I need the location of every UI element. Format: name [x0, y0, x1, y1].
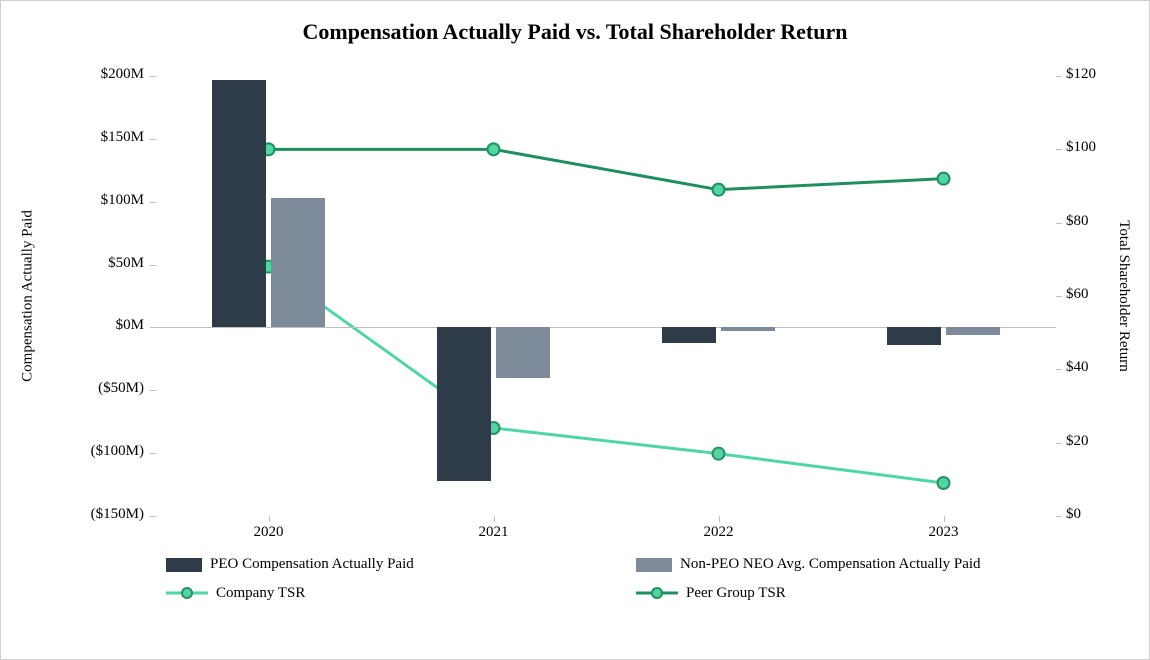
y-left-tick-label: $0M	[116, 317, 144, 334]
y-axis-right-title: Total Shareholder Return	[1115, 220, 1132, 371]
y-right-tick-label: $100	[1066, 139, 1096, 156]
y-left-tick	[150, 202, 156, 203]
line-series	[269, 267, 944, 483]
x-tick	[944, 516, 945, 522]
y-left-tick	[150, 76, 156, 77]
x-tick-label: 2022	[704, 524, 734, 541]
y-right-tick	[1056, 76, 1062, 77]
y-left-tick	[150, 516, 156, 517]
y-left-tick	[150, 453, 156, 454]
legend: PEO Compensation Actually Paid Non-PEO NE…	[166, 556, 1046, 603]
legend-item: Company TSR	[166, 583, 576, 603]
bar	[946, 327, 1000, 335]
bar	[887, 327, 941, 345]
y-left-tick	[150, 265, 156, 266]
y-right-tick	[1056, 296, 1062, 297]
y-left-tick	[150, 327, 156, 328]
y-right-tick	[1056, 369, 1062, 370]
line-marker	[713, 448, 725, 460]
y-left-tick-label: $50M	[108, 255, 144, 272]
bar	[437, 327, 491, 480]
y-right-tick-label: $80	[1066, 213, 1089, 230]
y-right-tick	[1056, 149, 1062, 150]
legend-label: PEO Compensation Actually Paid	[210, 556, 414, 573]
y-left-tick-label: $150M	[101, 129, 144, 146]
legend-label: Non-PEO NEO Avg. Compensation Actually P…	[680, 556, 981, 573]
bar	[496, 327, 550, 377]
legend-item: Non-PEO NEO Avg. Compensation Actually P…	[636, 556, 1046, 573]
y-left-tick-label: ($50M)	[98, 380, 144, 397]
y-right-tick	[1056, 443, 1062, 444]
y-right-tick-label: $60	[1066, 286, 1089, 303]
y-left-tick-label: $200M	[101, 66, 144, 83]
line-marker	[938, 173, 950, 185]
x-tick	[494, 516, 495, 522]
y-left-tick	[150, 390, 156, 391]
y-left-tick-label: $100M	[101, 192, 144, 209]
line-marker	[938, 477, 950, 489]
x-tick	[719, 516, 720, 522]
bar	[212, 80, 266, 328]
chart-title: Compensation Actually Paid vs. Total Sha…	[1, 19, 1149, 45]
y-right-tick	[1056, 516, 1062, 517]
y-left-tick-label: ($150M)	[91, 506, 144, 523]
legend-swatch-line	[636, 583, 678, 603]
y-right-tick-label: $120	[1066, 66, 1096, 83]
x-tick-label: 2020	[254, 524, 284, 541]
y-axis-left-title: Compensation Actually Paid	[20, 210, 37, 382]
bar	[662, 327, 716, 342]
line-series	[269, 149, 944, 189]
bar	[721, 327, 775, 331]
legend-label: Peer Group TSR	[686, 585, 786, 602]
y-left-tick	[150, 139, 156, 140]
y-left-tick-label: ($100M)	[91, 443, 144, 460]
legend-swatch-line	[166, 583, 208, 603]
y-right-tick-label: $0	[1066, 506, 1081, 523]
y-right-tick	[1056, 223, 1062, 224]
x-tick-label: 2021	[479, 524, 509, 541]
y-right-tick-label: $20	[1066, 433, 1089, 450]
legend-swatch-bar	[636, 558, 672, 572]
x-tick-label: 2023	[929, 524, 959, 541]
y-right-tick-label: $40	[1066, 359, 1089, 376]
legend-item: PEO Compensation Actually Paid	[166, 556, 576, 573]
legend-swatch-bar	[166, 558, 202, 572]
bar	[271, 198, 325, 327]
x-tick	[269, 516, 270, 522]
legend-label: Company TSR	[216, 585, 305, 602]
plot-area	[156, 76, 1056, 516]
chart-container: Compensation Actually Paid vs. Total Sha…	[0, 0, 1150, 660]
legend-item: Peer Group TSR	[636, 583, 1046, 603]
line-marker	[488, 143, 500, 155]
line-marker	[713, 184, 725, 196]
